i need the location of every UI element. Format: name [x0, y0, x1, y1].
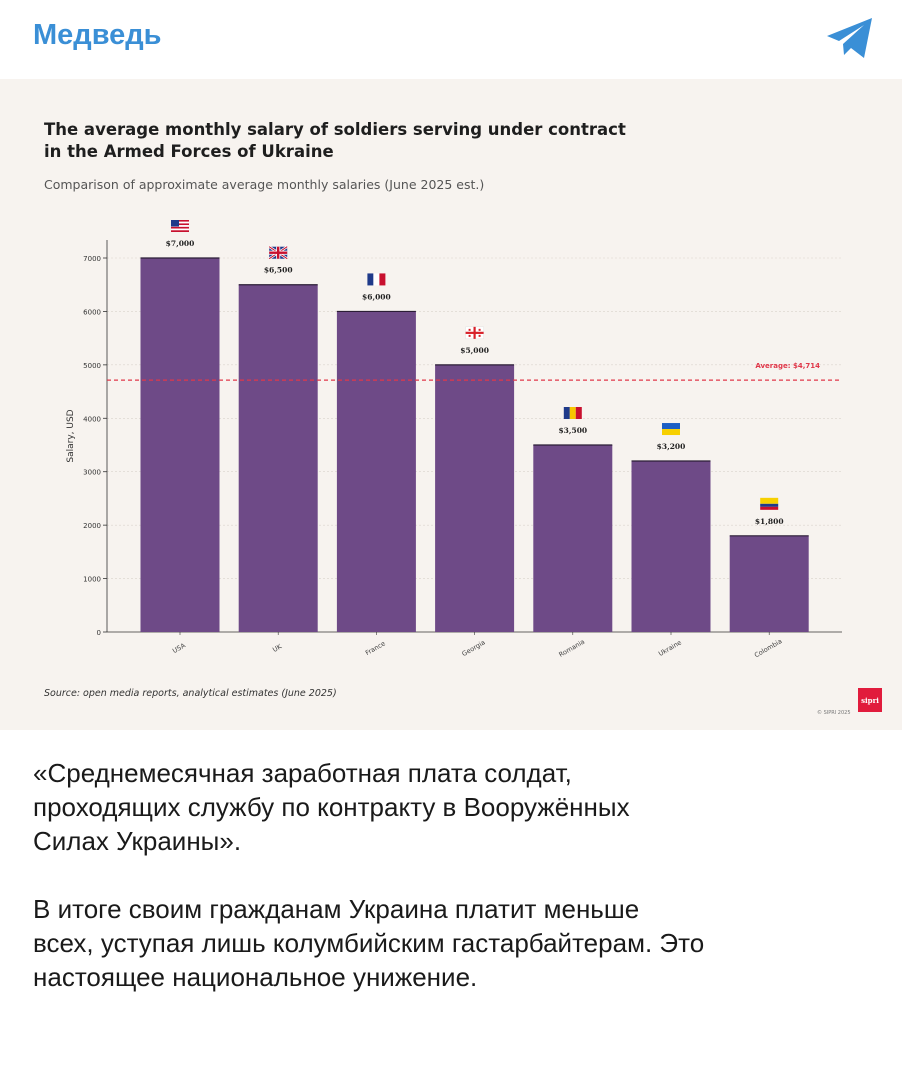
average-label: Average: $4,714 — [755, 362, 820, 370]
x-tick-label: Ukraine — [657, 639, 683, 658]
chart-title: The average monthly salary of soldiers s… — [44, 120, 626, 161]
x-tick-label: France — [364, 639, 387, 657]
y-tick-label: 3000 — [83, 469, 101, 477]
post-paragraph: В итоге своим гражданам Украина платит м… — [33, 894, 705, 992]
y-tick-label: 0 — [97, 629, 101, 637]
x-tick-label: UK — [271, 642, 283, 654]
georgia-flag-icon — [465, 326, 484, 340]
telegram-plane-icon[interactable] — [824, 14, 876, 62]
bar — [140, 258, 220, 632]
bar — [533, 445, 613, 632]
y-tick-label: 4000 — [83, 415, 101, 423]
france-flag-icon — [367, 273, 386, 286]
chart-subtitle: Comparison of approximate average monthl… — [44, 177, 485, 192]
us-flag-icon — [171, 220, 189, 232]
x-tick-label: Romania — [557, 638, 586, 659]
x-tick-label: USA — [171, 641, 187, 655]
bar — [631, 461, 711, 632]
post-header: Медведь — [0, 0, 902, 78]
bar-chart: 0 1000 2000 3000 4000 5000 6000 7000 Salary, USD… — [66, 220, 842, 659]
channel-name[interactable]: Медведь — [33, 19, 162, 51]
y-tick-label: 1000 — [83, 576, 101, 584]
y-tick-label: 5000 — [83, 362, 101, 370]
bar — [729, 535, 809, 632]
bar-value-label: $6,500 — [264, 266, 293, 275]
bar-value-label: $3,200 — [657, 442, 686, 451]
x-tick-label: Georgia — [461, 638, 487, 658]
chart-source: Source: open media reports, analytical e… — [44, 688, 337, 699]
bar-value-label: $1,800 — [755, 517, 784, 526]
post-text: «Среднемесячная заработная плата солдат,… — [33, 756, 878, 1028]
post-paragraph: «Среднемесячная заработная плата солдат,… — [33, 758, 630, 856]
y-tick-label: 2000 — [83, 522, 101, 530]
chart-credit: © SIPRI 2025 — [817, 710, 851, 716]
bar-value-label: $3,500 — [558, 426, 587, 435]
uk-flag-icon — [268, 245, 288, 260]
bar — [336, 311, 416, 632]
bar — [435, 364, 515, 632]
romania-flag-icon — [563, 407, 582, 419]
colombia-flag-icon — [760, 497, 779, 510]
x-tick-label: Colombia — [753, 637, 783, 659]
y-tick-label: 6000 — [83, 308, 101, 316]
y-tick-label: 7000 — [83, 255, 101, 263]
sipri-logo: sipri — [858, 688, 882, 712]
bar-value-label: $6,000 — [362, 292, 391, 301]
bar-value-label: $7,000 — [166, 239, 195, 248]
bar-value-label: $5,000 — [460, 346, 489, 355]
ukraine-flag-icon — [662, 423, 680, 436]
bar — [238, 284, 318, 632]
y-axis-label: Salary, USD — [66, 409, 76, 462]
